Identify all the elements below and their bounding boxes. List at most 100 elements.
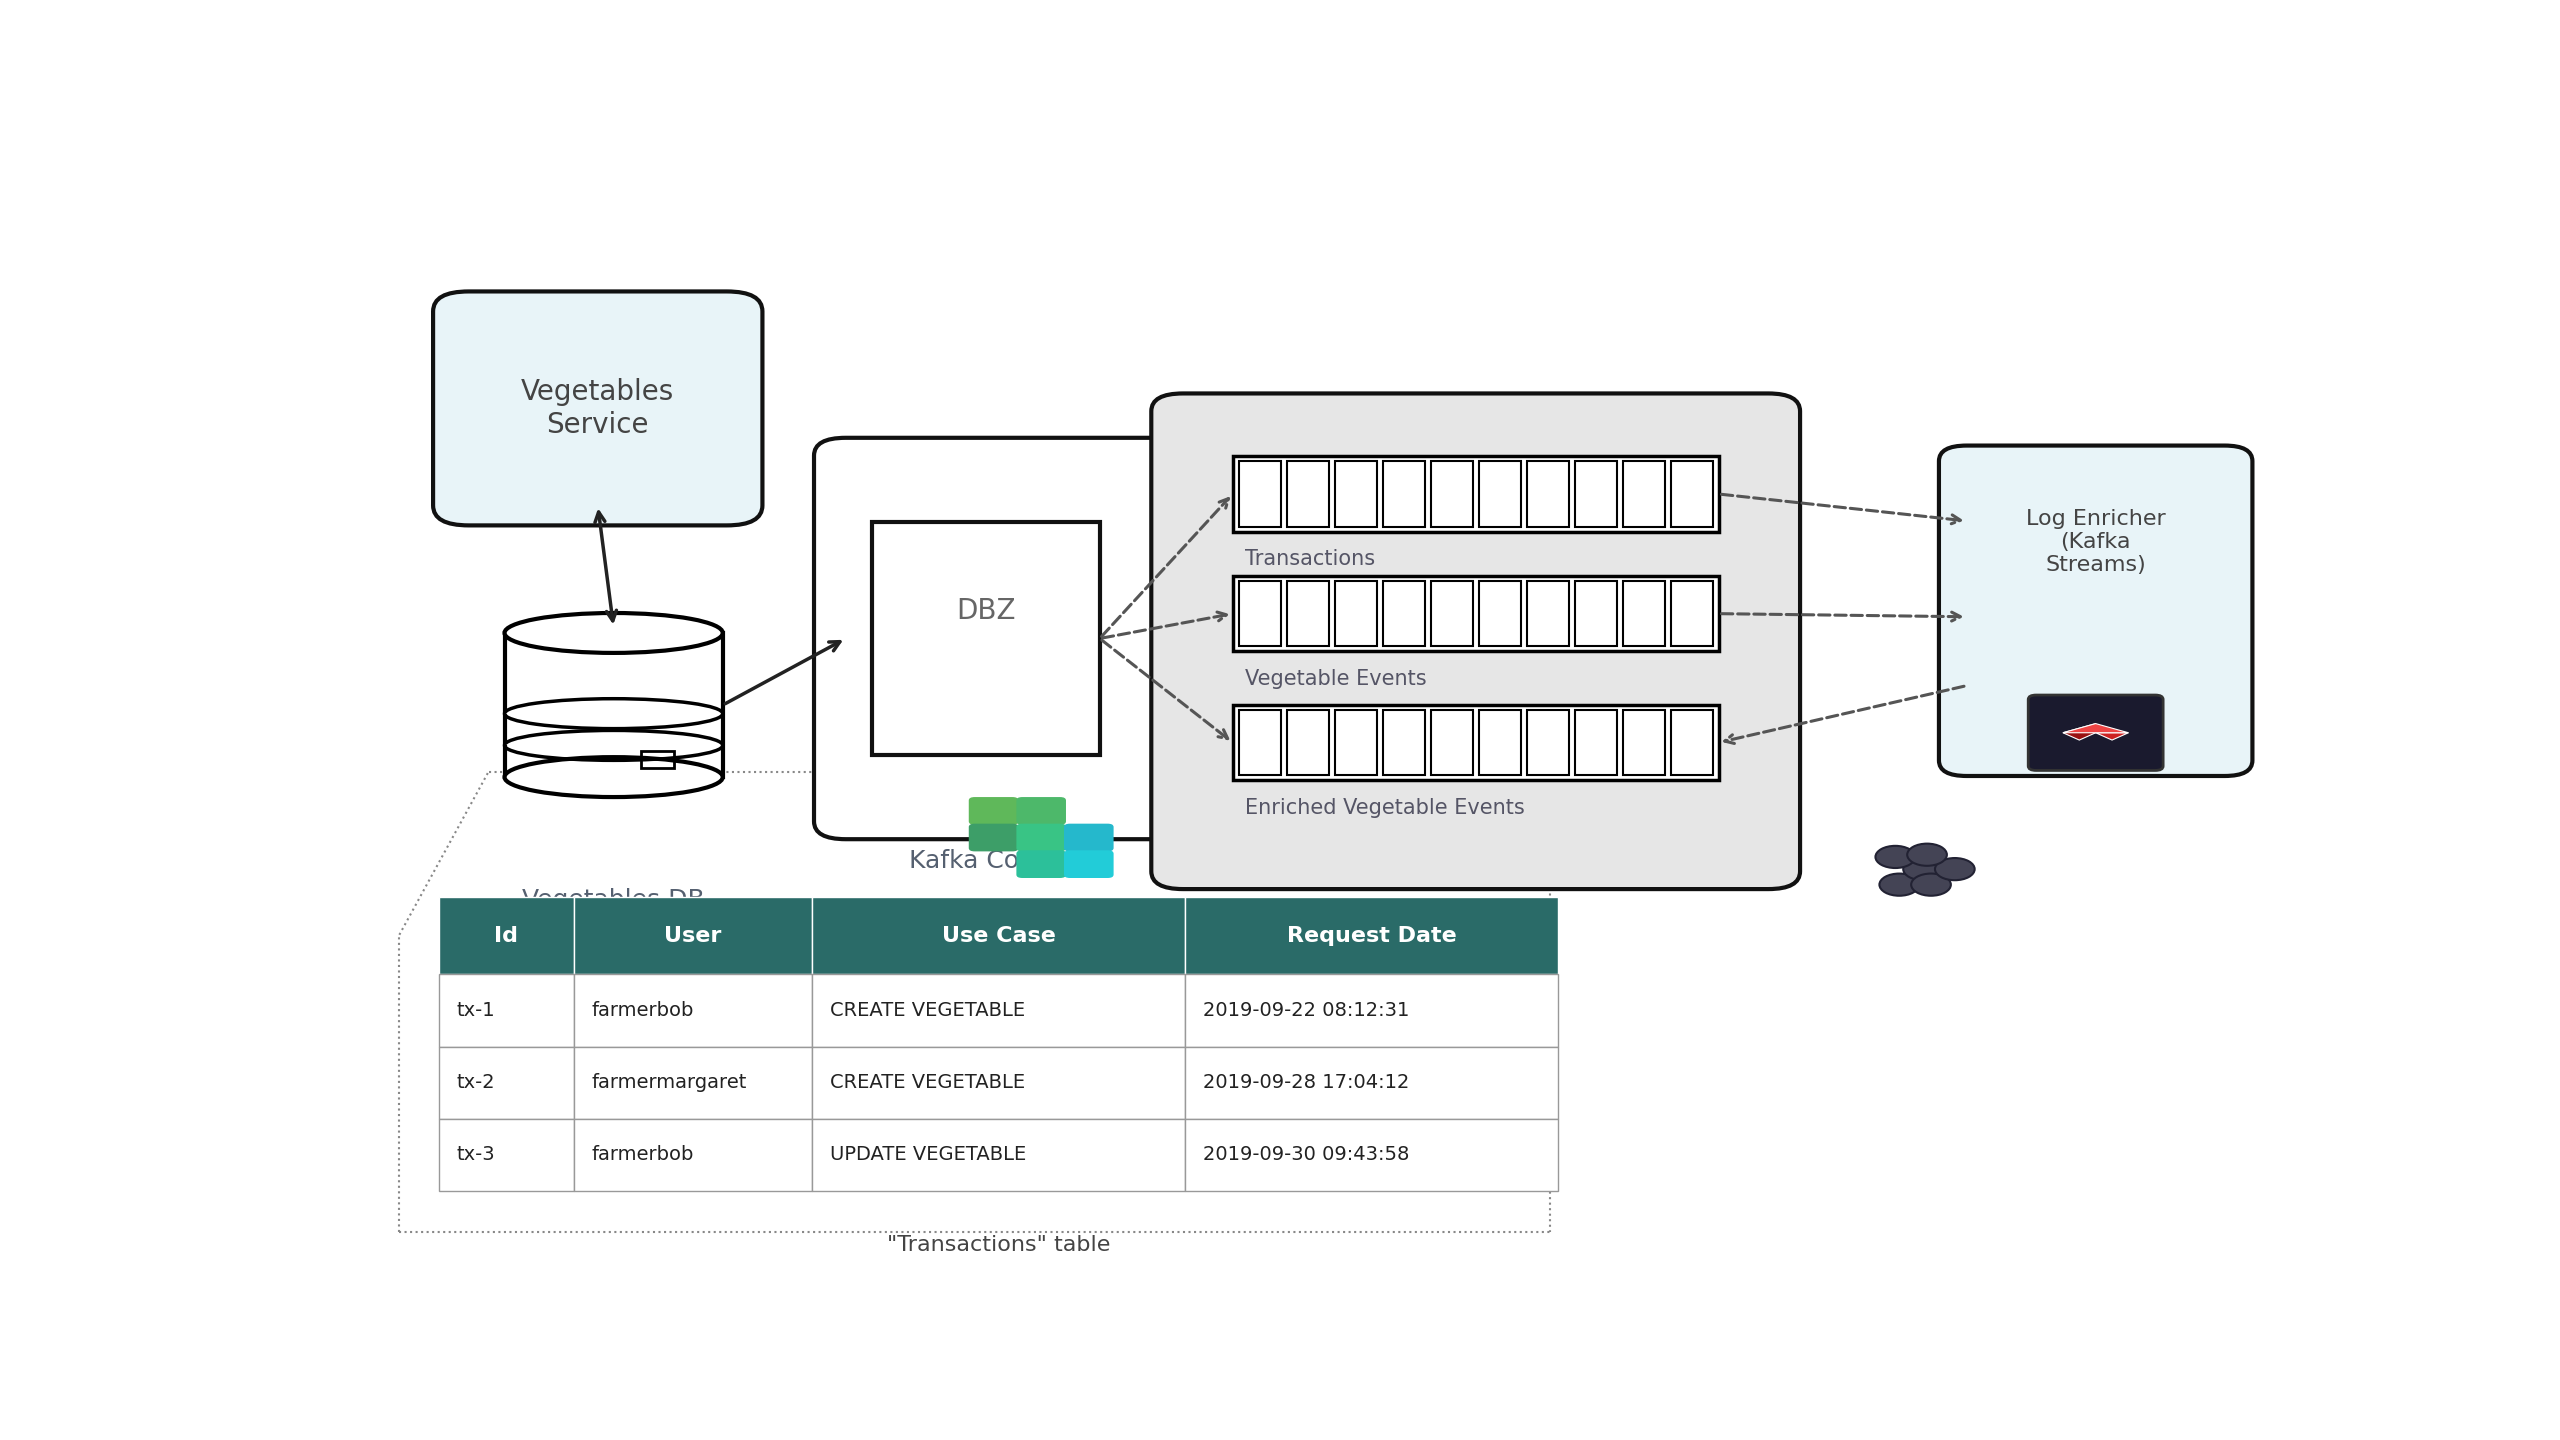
Bar bbox=[870, 523, 1101, 755]
Bar bbox=[1288, 710, 1329, 775]
Text: 2019-09-28 17:04:12: 2019-09-28 17:04:12 bbox=[1203, 1073, 1408, 1092]
Polygon shape bbox=[2097, 733, 2127, 740]
Bar bbox=[1526, 710, 1569, 775]
Text: CREATE VEGETABLE: CREATE VEGETABLE bbox=[829, 1001, 1024, 1020]
Text: Vegetables DB: Vegetables DB bbox=[522, 888, 704, 912]
Text: UPDATE VEGETABLE: UPDATE VEGETABLE bbox=[829, 1145, 1027, 1164]
FancyBboxPatch shape bbox=[968, 798, 1019, 825]
FancyBboxPatch shape bbox=[1016, 850, 1065, 878]
Text: Transactions: Transactions bbox=[1244, 550, 1375, 569]
Bar bbox=[640, 750, 673, 768]
Bar bbox=[1623, 580, 1664, 647]
Bar bbox=[812, 975, 1185, 1047]
Bar bbox=[1334, 580, 1377, 647]
Bar bbox=[440, 897, 573, 975]
Bar bbox=[1480, 710, 1521, 775]
FancyBboxPatch shape bbox=[1938, 445, 2253, 776]
Bar bbox=[1334, 461, 1377, 527]
Bar bbox=[1334, 710, 1377, 775]
Text: CREATE VEGETABLE: CREATE VEGETABLE bbox=[829, 1073, 1024, 1092]
Bar bbox=[1480, 461, 1521, 527]
Bar bbox=[573, 897, 812, 975]
Circle shape bbox=[1912, 874, 1951, 896]
Bar bbox=[1431, 461, 1472, 527]
Bar bbox=[812, 1047, 1185, 1119]
Text: farmermargaret: farmermargaret bbox=[591, 1073, 748, 1092]
Bar bbox=[1574, 580, 1618, 647]
Bar bbox=[1288, 580, 1329, 647]
Bar bbox=[1526, 461, 1569, 527]
Polygon shape bbox=[2063, 723, 2097, 740]
FancyBboxPatch shape bbox=[1065, 824, 1114, 851]
Text: "Transactions" table: "Transactions" table bbox=[886, 1236, 1111, 1256]
Text: 2019-09-30 09:43:58: 2019-09-30 09:43:58 bbox=[1203, 1145, 1408, 1164]
Bar bbox=[573, 975, 812, 1047]
Bar bbox=[812, 897, 1185, 975]
Bar bbox=[1234, 576, 1718, 651]
Bar bbox=[1185, 897, 1559, 975]
Text: User: User bbox=[663, 926, 722, 946]
Circle shape bbox=[1902, 858, 1943, 880]
Circle shape bbox=[1935, 858, 1974, 880]
FancyBboxPatch shape bbox=[1016, 824, 1065, 851]
Text: Request Date: Request Date bbox=[1288, 926, 1457, 946]
Text: Kafka Connect: Kafka Connect bbox=[909, 850, 1091, 873]
Bar bbox=[1288, 461, 1329, 527]
Text: farmerbob: farmerbob bbox=[591, 1001, 694, 1020]
Bar bbox=[812, 1119, 1185, 1191]
FancyBboxPatch shape bbox=[814, 438, 1185, 840]
Bar bbox=[1382, 461, 1426, 527]
Ellipse shape bbox=[504, 757, 722, 798]
Bar bbox=[1431, 710, 1472, 775]
Bar bbox=[1574, 710, 1618, 775]
Text: Apache Kafka: Apache Kafka bbox=[1390, 899, 1562, 923]
FancyBboxPatch shape bbox=[1065, 850, 1114, 878]
FancyBboxPatch shape bbox=[968, 824, 1019, 851]
Text: farmerbob: farmerbob bbox=[591, 1145, 694, 1164]
Circle shape bbox=[1876, 845, 1915, 868]
Bar bbox=[1234, 704, 1718, 780]
Bar bbox=[440, 1119, 573, 1191]
Bar bbox=[1623, 461, 1664, 527]
FancyBboxPatch shape bbox=[1152, 393, 1800, 888]
Text: tx-2: tx-2 bbox=[456, 1073, 497, 1092]
Bar bbox=[1382, 710, 1426, 775]
FancyBboxPatch shape bbox=[1016, 798, 1065, 825]
Bar bbox=[1672, 580, 1713, 647]
Text: 2019-09-22 08:12:31: 2019-09-22 08:12:31 bbox=[1203, 1001, 1408, 1020]
Text: Enriched Vegetable Events: Enriched Vegetable Events bbox=[1244, 798, 1523, 818]
Text: Id: Id bbox=[494, 926, 520, 946]
Text: Log Enricher
(Kafka
Streams): Log Enricher (Kafka Streams) bbox=[2025, 508, 2166, 575]
Bar bbox=[1574, 461, 1618, 527]
Bar bbox=[1185, 1119, 1559, 1191]
Bar bbox=[1480, 580, 1521, 647]
Bar bbox=[1185, 975, 1559, 1047]
Bar bbox=[573, 1119, 812, 1191]
Ellipse shape bbox=[504, 613, 722, 652]
Bar bbox=[1672, 461, 1713, 527]
FancyBboxPatch shape bbox=[2028, 696, 2163, 770]
Bar bbox=[1623, 710, 1664, 775]
Bar bbox=[1672, 710, 1713, 775]
Bar bbox=[1526, 580, 1569, 647]
Text: tx-1: tx-1 bbox=[456, 1001, 497, 1020]
Bar bbox=[1185, 1047, 1559, 1119]
Bar bbox=[573, 1047, 812, 1119]
Text: tx-3: tx-3 bbox=[456, 1145, 497, 1164]
Circle shape bbox=[1907, 844, 1948, 865]
Bar bbox=[1431, 580, 1472, 647]
Bar bbox=[1382, 580, 1426, 647]
Text: Use Case: Use Case bbox=[942, 926, 1055, 946]
Text: Vegetable Events: Vegetable Events bbox=[1244, 670, 1426, 690]
Bar bbox=[504, 634, 722, 778]
FancyBboxPatch shape bbox=[433, 291, 763, 526]
Bar bbox=[440, 975, 573, 1047]
Circle shape bbox=[1879, 874, 1920, 896]
Bar bbox=[1239, 461, 1280, 527]
Text: Vegetables
Service: Vegetables Service bbox=[522, 379, 673, 439]
Bar bbox=[1239, 710, 1280, 775]
Text: DBZ: DBZ bbox=[955, 596, 1016, 625]
Polygon shape bbox=[2063, 723, 2127, 733]
Bar bbox=[1234, 456, 1718, 531]
Bar bbox=[1239, 580, 1280, 647]
